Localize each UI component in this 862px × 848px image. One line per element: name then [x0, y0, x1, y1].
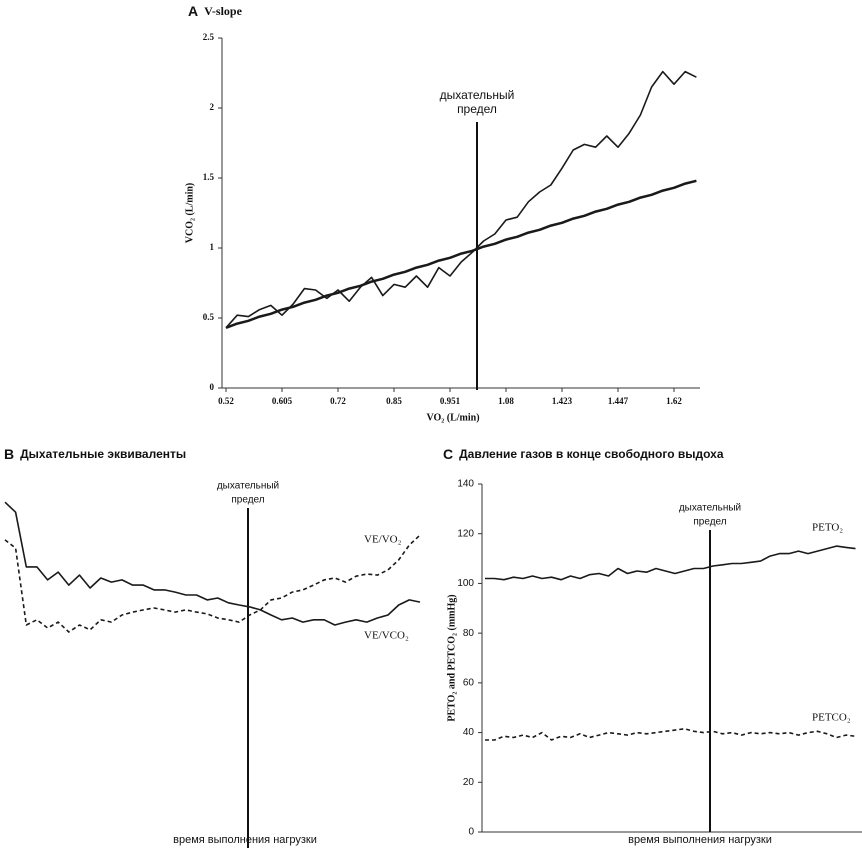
y-tick-label: 2.5 — [203, 32, 215, 42]
series-label: PETO₂ — [812, 522, 843, 534]
panel-letter: A — [188, 3, 198, 19]
y-tick-label: 40 — [463, 727, 475, 738]
annotation: дыхательный — [679, 503, 741, 514]
y-tick-label: 120 — [457, 528, 474, 539]
x-tick-label: 1.423 — [552, 396, 573, 406]
title-text: Дыхательные эквиваленты — [20, 447, 186, 461]
chart-title: A V-slope — [188, 3, 243, 19]
y-tick-label: 0 — [468, 827, 474, 838]
y-axis-label: VCO₂ (L/min) — [184, 183, 195, 244]
y-tick-label: 100 — [457, 578, 474, 589]
x-axis-label: время выполнения нагрузки — [628, 834, 772, 846]
x-axis-label: VO₂ (L/min) — [426, 412, 479, 423]
data-line — [4, 501, 421, 626]
annotation: дыхательный — [217, 481, 279, 492]
annotation: предел — [231, 495, 264, 506]
panel-letter: C — [443, 446, 453, 462]
y-tick-label: 1.5 — [203, 172, 215, 182]
chart-title: C Давление газов в конце свободного выдох… — [443, 446, 724, 462]
data-line — [225, 179, 697, 329]
x-tick-label: 0.85 — [386, 396, 402, 406]
data-line — [225, 70, 697, 329]
annotation: предел — [457, 102, 497, 116]
series-label: VE/VO₂ — [364, 534, 402, 546]
chart-title: B Дыхательные эквиваленты — [4, 446, 186, 462]
series-label: VE/VCO₂ — [364, 630, 409, 642]
x-tick-label: 0.72 — [330, 396, 346, 406]
data-line — [485, 728, 856, 741]
title-text: Давление газов в конце свободного выдоха — [459, 447, 724, 461]
title-text: V-slope — [204, 4, 242, 18]
y-tick-label: 2 — [210, 102, 215, 112]
y-tick-label: 0.5 — [203, 312, 215, 322]
panel-letter: B — [4, 446, 14, 462]
x-tick-label: 0.605 — [272, 396, 293, 406]
x-tick-label: 0.951 — [440, 396, 461, 406]
y-tick-label: 140 — [457, 479, 474, 490]
x-tick-label: 1.447 — [608, 396, 629, 406]
y-tick-label: 0 — [210, 382, 215, 392]
x-axis-label: время выполнения нагрузки — [173, 834, 317, 846]
y-tick-label: 60 — [463, 677, 475, 688]
x-tick-label: 1.62 — [666, 396, 682, 406]
data-line — [4, 534, 421, 633]
x-tick-label: 1.08 — [498, 396, 514, 406]
series-label: PETCO₂ — [812, 712, 851, 724]
y-tick-label: 1 — [210, 242, 215, 252]
annotation: предел — [693, 517, 726, 528]
annotation: дыхательный — [440, 88, 515, 102]
y-tick-label: 80 — [463, 628, 475, 639]
x-tick-label: 0.52 — [218, 396, 234, 406]
y-tick-label: 20 — [463, 777, 475, 788]
data-line — [485, 545, 856, 581]
y-axis-label: PETO₂ and PETCO₂ (mmHg) — [446, 594, 457, 721]
